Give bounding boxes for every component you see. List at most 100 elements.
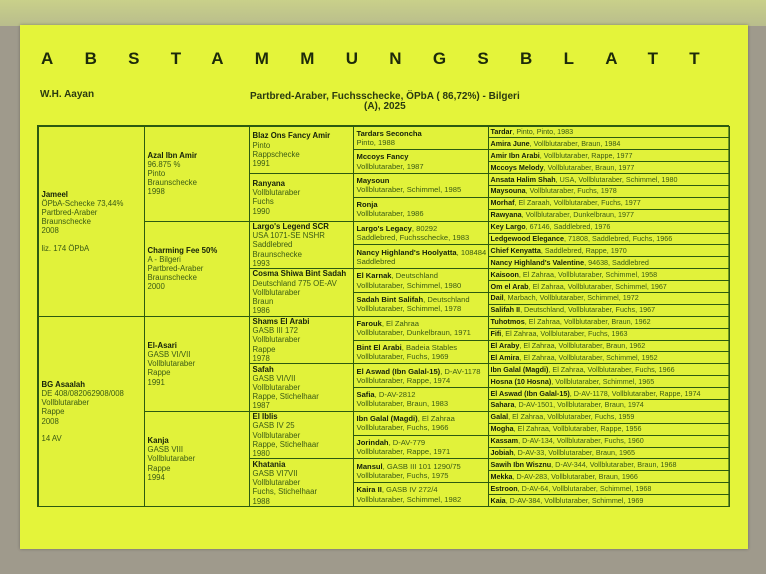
horse-details: Saddlebred [356,256,396,266]
horse-name: El Iblis [252,412,278,422]
horse-name: Maysouna [490,186,526,196]
horse-name: Chief Kenyatta [490,245,541,255]
horse-details: Vollblutaraber, 1987 [356,161,424,171]
pedigree-cell-gen3: Blaz Ons Fancy Amir Pinto Rappschecke 1991 [248,125,354,175]
horse-name: Mccoys Melody [490,162,544,172]
horse-name: Cosma Shiwa Bint Sadah [252,269,347,279]
horse-detail: Rappe [147,368,171,378]
horse-name: El Araby [490,340,520,350]
horse-detail: GASB VI/VII [147,350,191,359]
horse-detail: GASB VIII [147,445,184,455]
horse-registry: , 108484 [456,247,487,257]
horse-name: El Aswad (Ibn Galal-15) [490,388,570,398]
horse-line: Sadah Bint Salifah, Deutschland [357,295,485,304]
horse-detail: 1998 [147,187,165,197]
horse-details: Vollblutaraber, Schimmel, 1978 [356,304,462,314]
owner-name: W.H. Aayan [40,89,95,100]
horse-name: Farouk [356,318,382,328]
horse-name: Jobiah [490,447,514,457]
pedigree-cell-gen4: Bint El Arabi, Badeia Stables Vollblutara… [352,339,489,365]
horse-detail: Rappschecke [252,149,300,159]
horse-detail: 1980 [252,448,270,458]
horse-line: Mccoys Fancy [357,152,485,161]
horse-name: Shams El Arabi [252,317,310,327]
horse-details: , El Zahraa, Vollblutaraber, Schimmel, 1… [519,352,658,362]
horse-details: Vollblutaraber, Rappe, 1974 [356,375,451,385]
horse-name: Hosna (10 Hosna) [490,376,552,386]
horse-detail: Fuchs, Stichelhaar [252,487,318,497]
horse-details: , El Zahraa, Vollblutaraber, Schimmel, 1… [518,269,658,279]
horse-details: , D-AV-384, Vollblutaraber, Schimmel, 19… [505,495,644,505]
horse-detail: 2008 [41,416,59,426]
document-title: ABSTAMMUNGSBLATT [41,49,731,68]
horse-name: Key Largo [490,222,526,232]
horse-name: Ranyana [252,178,286,188]
horse-name: Ibn Galal (Magdi) [490,364,549,374]
horse-details: Vollblutaraber, Fuchs, 1969 [356,351,449,361]
horse-details: , El Zahraa, Vollblutaraber, Braun, 1962 [524,317,651,327]
horse-name: Jameel [41,189,68,199]
horse-registry: , Deutschland [423,295,470,305]
horse-name: Tardars Seconcha [356,128,422,138]
horse-line: Tardars Seconcha [357,129,485,138]
horse-detail: GASB IV 25 [252,421,295,431]
horse-details: , USA, Vollblutaraber, Schimmel, 1980 [555,174,678,184]
pedigree-cell-gen3: El Iblis GASB IV 25 Vollblutaraber Rappe, S… [248,410,354,460]
horse-name: Khatania [252,459,286,469]
horse-name: El Karnak [356,271,392,281]
horse-name: Kaia [490,495,506,505]
horse-name: Estroon [490,483,518,493]
horse-detail: GASB VI/VII [252,373,296,383]
pedigree-cell-gen2: Azal Ibn Amir 96.875 % Pinto Braunschecke 19… [143,125,250,222]
horse-detail: Saddlebred [252,240,293,250]
pedigree-cell-gen4: Mansul, GASB III 101 1290/75 Vollblutarab… [352,458,489,484]
horse-line: Jorindah, D-AV-779 [357,438,485,447]
horse-details: , El Zahraa, Vollblutaraber, Fuchs, 1963 [501,329,628,339]
spacer [42,236,141,244]
horse-description: Partbred-Araber, Fuchsschecke, ÖPbA ( 86… [250,91,520,102]
horse-detail: Deutschland 775 OE-AV [252,278,337,288]
horse-details: , Vollblutaraber, Braun, 1984 [529,138,621,148]
horse-line: Farouk, El Zahraa [357,319,485,328]
horse-line: El Karnak, Deutschland [357,271,485,280]
horse-name: Largo's Legacy [356,223,412,233]
horse-name: Mogha [490,424,514,434]
pedigree-cell-gen4: Kaira II, GASB IV 272/4 Vollblutaraber, S… [352,482,489,507]
horse-detail: Vollblutaraber [252,188,301,198]
horse-details: Vollblutaraber, Fuchs, 1966 [356,423,449,433]
horse-name: Om el Arab [490,281,529,291]
horse-detail: 1991 [252,158,270,168]
horse-name: Largo's Legend SCR [252,221,329,231]
horse-detail: Braunschecke [147,178,197,188]
horse-detail: USA 1071-SE NSHR [252,231,325,241]
horse-detail: 1986 [252,306,270,316]
horse-registry: , El Zahraa [417,414,455,424]
horse-details: Vollblutaraber, 1986 [356,209,424,219]
horse-line: Ronja [357,200,485,209]
horse-detail: Rappe, Stichelhaar [252,439,319,449]
pedigree-cell-gen3: Safah GASB VI/VII Vollblutaraber Rappe, Sti… [248,363,354,412]
horse-name: Azal Ibn Amir [147,150,198,160]
horse-name: Sahara [490,400,515,410]
horse-name: Tardar [490,126,513,136]
horse-detail: Vollblutaraber [252,478,301,488]
horse-detail: GASB III 172 [252,326,299,336]
horse-name: Mekka [490,471,513,481]
horse-name: Kanja [147,435,169,445]
horse-details: , 94638, Saddlebred [584,257,649,267]
horse-details: Pinto, 1988 [356,137,395,147]
pedigree-cell-gen4: El Karnak, Deutschland Vollblutaraber, Sc… [352,268,489,293]
horse-line: Mansul, GASB III 101 1290/75 [357,462,485,471]
horse-detail: Pinto [147,168,166,178]
pedigree-cell-gen4: Sadah Bint Salifah, Deutschland Vollbluta… [352,291,489,317]
horse-name: Safah [252,364,274,374]
horse-name: Blaz Ons Fancy Amir [252,131,331,141]
horse-details: , Vollblutaraber, Rappe, 1977 [539,150,633,160]
horse-name: Ibn Galal (Magdi) [356,414,418,424]
pedigree-cell-gen4: Ibn Galal (Magdi), El Zahraa Vollblutarab… [352,410,489,436]
horse-name: Fifi [490,329,502,339]
horse-line: Ibn Galal (Magdi), El Zahraa [357,414,485,423]
horse-details: Vollblutaraber, Schimmel, 1980 [356,280,462,290]
horse-name: Nancy Highland's Hoolyatta [356,247,457,257]
pedigree-cell-gen1: BG Asaalah DE 408/082062908/008 Vollblutar… [37,315,145,507]
